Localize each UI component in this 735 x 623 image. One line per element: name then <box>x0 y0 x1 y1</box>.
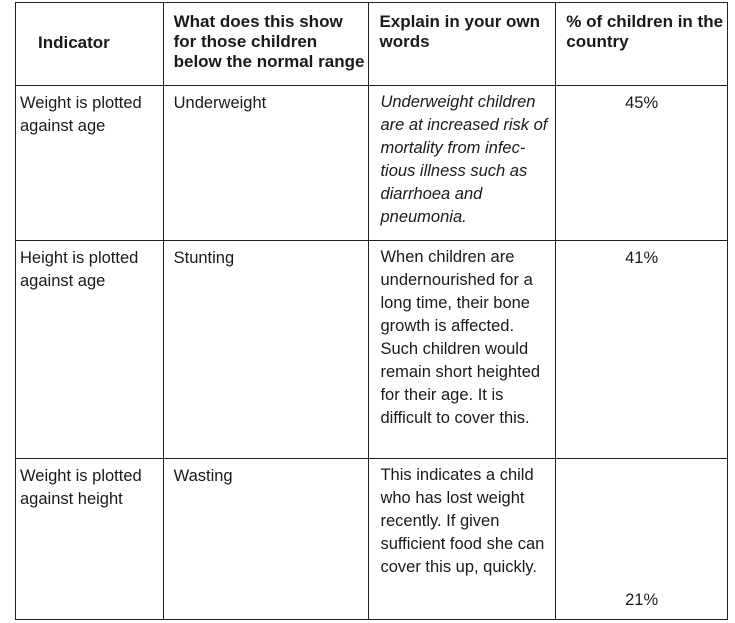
table-header-row: Indicator What does this show for those … <box>15 2 728 86</box>
indicator-cell: Weight is plotted against age <box>15 85 164 241</box>
header-explain: Explain in your own words <box>368 2 557 86</box>
explain-cell: Underweight children are at increased ri… <box>368 85 557 241</box>
percent-value: 21% <box>625 591 659 609</box>
indicator-cell: Height is plotted against age <box>15 240 164 459</box>
percent-cell: 45% <box>555 85 728 241</box>
table-row: Weight is plotted against height Wasting… <box>15 458 728 620</box>
explain-cell: This indicates a child who has lost weig… <box>368 458 557 620</box>
table-row: Weight is plotted against age Underweigh… <box>15 85 728 241</box>
explain-cell: When children are undernourished for a l… <box>368 240 557 459</box>
table-row: Height is plotted against age Stunting W… <box>15 240 728 459</box>
shows-cell: Stunting <box>162 240 370 459</box>
nutrition-indicators-table: Indicator What does this show for those … <box>15 2 728 620</box>
percent-cell: 41% <box>555 240 728 459</box>
shows-cell: Wasting <box>162 458 370 620</box>
shows-cell: Underweight <box>162 85 370 241</box>
header-percent: % of children in the country <box>555 2 728 86</box>
indicator-cell: Weight is plotted against height <box>15 458 164 620</box>
percent-cell: 21% <box>555 458 728 620</box>
header-indicator: Indicator <box>15 2 164 86</box>
header-what-it-shows: What does this show for those children b… <box>162 2 370 86</box>
